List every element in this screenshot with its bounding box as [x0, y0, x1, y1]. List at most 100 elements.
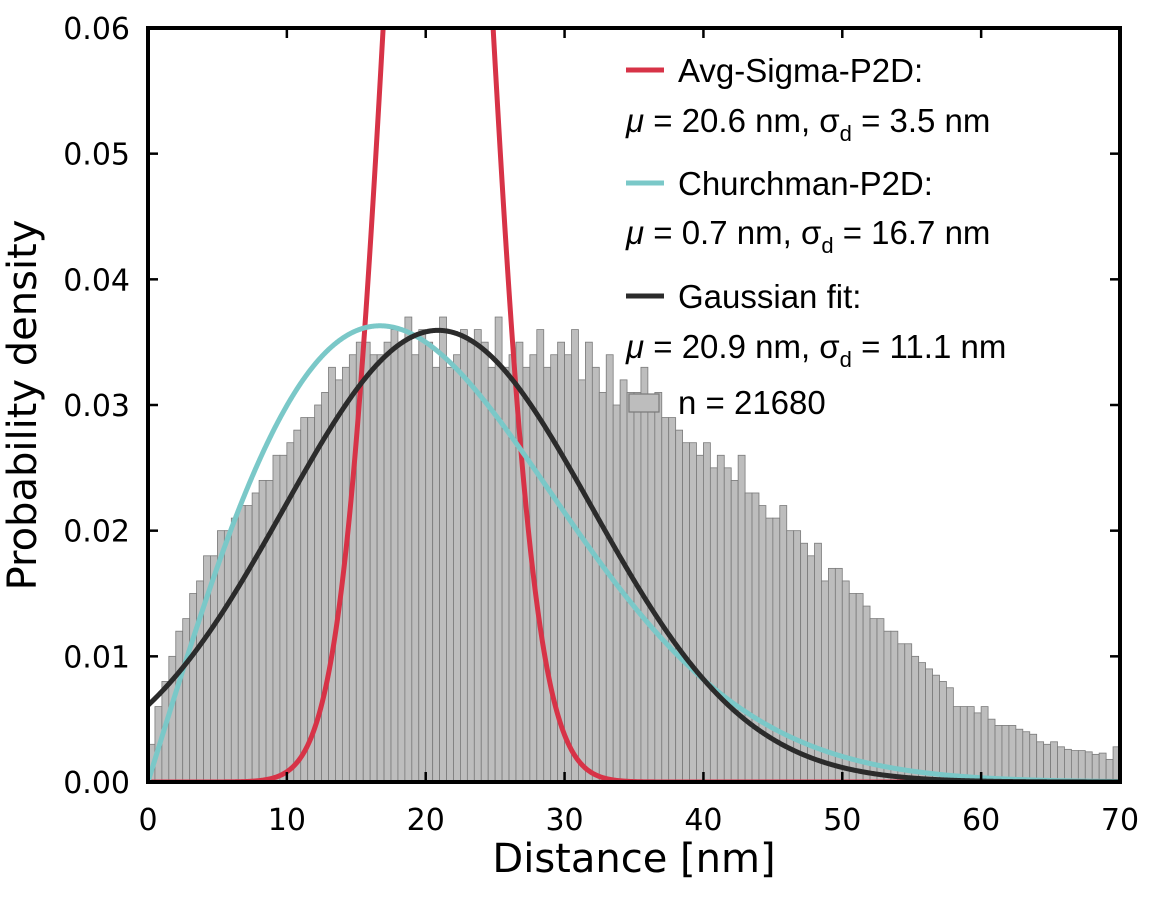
- legend-label-avg-sigma: Avg-Sigma-P2D:: [678, 52, 923, 89]
- histogram-bar: [925, 668, 933, 782]
- histogram-bar: [883, 630, 892, 782]
- histogram-bar: [723, 467, 732, 782]
- histogram-bar: [612, 404, 621, 782]
- histogram-bar: [1127, 762, 1134, 782]
- histogram-bar: [418, 329, 427, 782]
- histogram-bar: [1155, 768, 1160, 782]
- histogram-bar: [869, 618, 878, 782]
- histogram-bar: [939, 681, 947, 782]
- histogram-bar: [369, 354, 378, 782]
- histogram-bar: [182, 618, 191, 782]
- x-tick-label: 60: [962, 803, 1000, 838]
- histogram-bar: [1050, 741, 1058, 782]
- histogram-bar: [966, 706, 975, 782]
- histogram-bar: [1071, 750, 1079, 782]
- legend-label-histogram: n = 21680: [678, 384, 826, 421]
- histogram-bar: [932, 674, 940, 782]
- histogram-bar: [1141, 768, 1148, 782]
- histogram-bar: [439, 316, 447, 782]
- x-tick-label: 50: [823, 803, 861, 838]
- histogram-bar: [1008, 725, 1017, 782]
- histogram-bar: [348, 354, 357, 782]
- histogram-bar: [703, 442, 711, 782]
- histogram-bar: [980, 706, 989, 782]
- legend-params-gaussian: μ = 20.9 nm, σd = 11.1 nm: [625, 328, 1006, 372]
- histogram-bar: [737, 454, 746, 782]
- histogram-bar: [230, 517, 239, 782]
- histogram-bar: [779, 505, 788, 782]
- histogram-bar: [258, 479, 267, 782]
- histogram-bar: [404, 316, 413, 782]
- histogram-bar: [1015, 728, 1024, 782]
- y-tick-label: 0.04: [63, 263, 130, 298]
- histogram-bar: [466, 341, 475, 782]
- histogram-bar: [709, 467, 718, 782]
- histogram-bar: [362, 341, 371, 782]
- legend-params-avg-sigma: μ = 20.6 nm, σd = 3.5 nm: [625, 102, 990, 146]
- histogram-bar: [640, 366, 649, 782]
- histogram-bar: [904, 643, 913, 782]
- histogram-bar: [251, 492, 260, 782]
- histogram-bar: [619, 379, 628, 782]
- histogram-bar: [786, 530, 795, 782]
- y-tick-label: 0.01: [63, 640, 130, 675]
- histogram-bar: [1064, 748, 1072, 782]
- histogram-bar: [959, 706, 968, 782]
- y-tick-label: 0.00: [63, 766, 130, 801]
- legend-label-churchman: Churchman-P2D:: [678, 165, 933, 202]
- histogram-bar: [1084, 751, 1093, 782]
- histogram-bar: [897, 643, 906, 782]
- histogram-bar: [661, 417, 670, 782]
- histogram-bar: [952, 706, 961, 782]
- x-axis-title: Distance [nm]: [492, 836, 775, 882]
- histogram-bar: [1148, 767, 1155, 782]
- legend-params-churchman: μ = 0.7 nm, σd = 16.7 nm: [625, 214, 990, 258]
- histogram-bar: [793, 530, 802, 782]
- histogram-bar: [1077, 750, 1086, 782]
- histogram-bar: [585, 341, 593, 782]
- x-axis: 0 10 20 30 40 50 60 70: [138, 28, 1139, 838]
- histogram-bar: [654, 392, 663, 782]
- histogram-bar: [682, 442, 690, 782]
- histogram-bar: [744, 492, 753, 782]
- histogram-bar: [730, 479, 739, 782]
- histogram-bar: [244, 505, 253, 782]
- histogram-bar: [862, 605, 871, 782]
- histogram-bar: [1022, 731, 1031, 782]
- histogram-bar: [390, 329, 399, 782]
- histogram-bar: [696, 454, 704, 782]
- histogram-bar: [536, 329, 545, 782]
- histogram-bar: [453, 354, 461, 782]
- histogram-bar: [376, 354, 385, 782]
- histogram-bar: [1036, 741, 1045, 782]
- y-tick-label: 0.03: [63, 389, 130, 424]
- histogram-bar: [522, 366, 531, 782]
- histogram-bar: [855, 593, 864, 782]
- x-tick-label: 40: [684, 803, 722, 838]
- histogram-bar: [321, 392, 329, 782]
- y-tick-label: 0.05: [63, 138, 130, 173]
- histogram-bar: [425, 341, 434, 782]
- histogram-bar: [918, 662, 926, 782]
- histogram-bar: [987, 718, 996, 782]
- histogram-bar: [1105, 758, 1114, 782]
- histogram-bar: [890, 630, 899, 782]
- x-tick-label: 0: [138, 803, 157, 838]
- histogram-bar: [668, 417, 677, 782]
- histogram-bar: [1091, 753, 1100, 782]
- legend-swatch-histogram: [628, 393, 660, 413]
- histogram-bar: [1029, 733, 1038, 782]
- histogram-bar: [841, 580, 850, 782]
- x-tick-label: 10: [268, 803, 306, 838]
- histogram-bar: [911, 655, 920, 782]
- y-tick-label: 0.02: [63, 515, 130, 550]
- histogram-bar: [675, 429, 683, 782]
- histogram-bar: [758, 505, 767, 782]
- histogram-bar: [578, 379, 586, 782]
- histogram-bar: [460, 329, 468, 782]
- histogram-bar: [432, 366, 441, 782]
- histogram-bar: [1043, 743, 1051, 782]
- histogram-bar: [626, 392, 635, 782]
- histogram-bar: [876, 618, 885, 782]
- legend-label-gaussian: Gaussian fit:: [678, 278, 861, 315]
